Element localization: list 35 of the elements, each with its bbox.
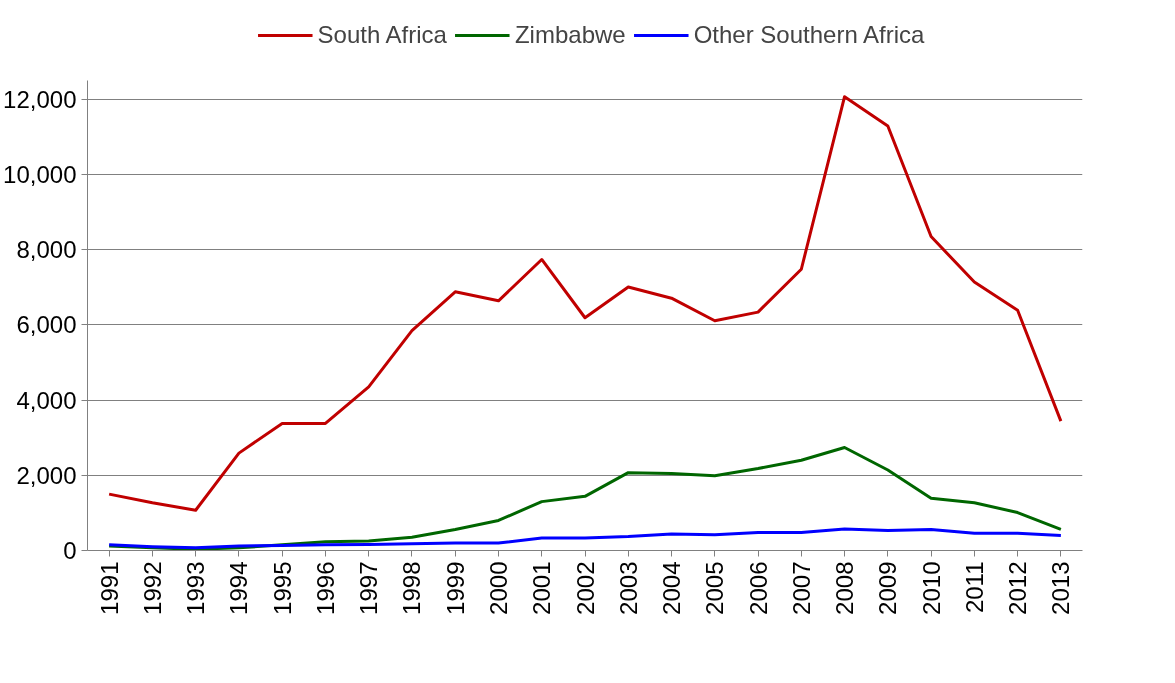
x-tick-label: 2002 (571, 561, 599, 615)
line-series (107, 95, 1063, 512)
x-tick-label: 1991 (95, 561, 123, 615)
x-tick-label: 1998 (398, 561, 426, 615)
x-tick-label: 1997 (355, 561, 383, 615)
x-tick-label: 1999 (441, 561, 469, 615)
y-tick-label: 4,000 (16, 386, 77, 414)
x-tick-label: 1996 (311, 561, 339, 615)
x-tick-label: 2000 (484, 561, 512, 615)
y-tick-label: 12,000 (3, 85, 77, 113)
y-tick-label: 8,000 (16, 236, 77, 264)
y-tick-label: 0 (63, 537, 77, 564)
line-series (107, 527, 1063, 550)
legend-label: Zimbabwe (514, 21, 626, 49)
x-tick-label: 2005 (701, 561, 729, 615)
x-tick-label: 1994 (225, 561, 253, 615)
x-tick-label: 2010 (917, 561, 945, 615)
x-tick-label: 1993 (182, 561, 210, 615)
x-tick-label: 2013 (1047, 561, 1075, 615)
legend-label: Other Southern Africa (693, 21, 925, 49)
x-tick-label: 2008 (831, 561, 859, 615)
x-tick-label: 1992 (138, 561, 166, 615)
x-tick-label: 2007 (787, 561, 815, 615)
legend-label: South Africa (317, 21, 447, 49)
x-tick-label: 2003 (614, 561, 642, 615)
x-tick-label: 2009 (874, 561, 902, 615)
y-tick-label: 6,000 (16, 311, 77, 339)
x-tick-label: 1995 (268, 561, 296, 615)
y-tick-label: 10,000 (3, 161, 77, 188)
x-tick-label: 2011 (960, 561, 988, 614)
x-tick-label: 2001 (528, 561, 556, 615)
x-tick-label: 2004 (658, 561, 686, 615)
x-tick-label: 2012 (1004, 561, 1032, 615)
y-tick-label: 2,000 (16, 461, 77, 489)
x-tick-label: 2006 (744, 561, 772, 615)
